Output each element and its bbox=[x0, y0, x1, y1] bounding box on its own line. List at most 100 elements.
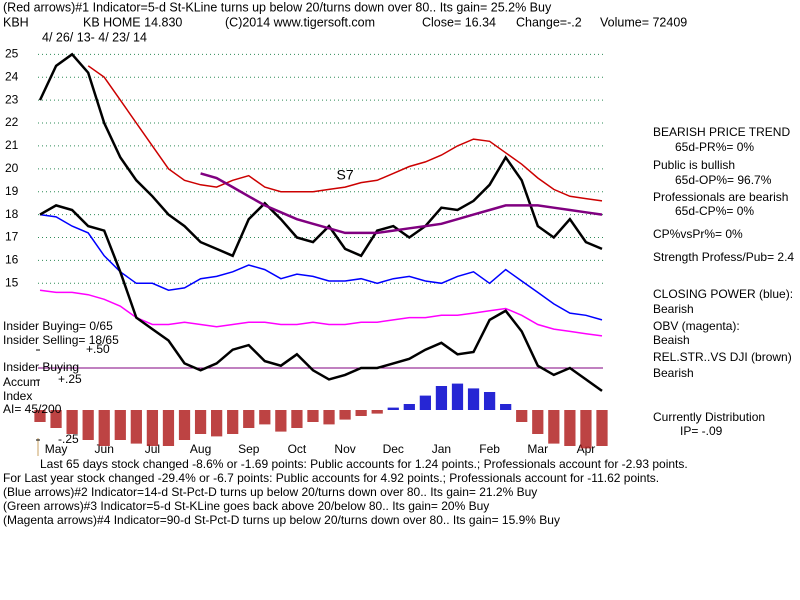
annotation: S7 bbox=[337, 166, 354, 182]
accum-bar bbox=[339, 410, 351, 420]
y-tick-label: 21 bbox=[5, 138, 19, 152]
y-tick-label: 23 bbox=[5, 92, 19, 106]
right-panel-text: 65d-CP%= 0% bbox=[675, 204, 754, 218]
y-tick-label: 22 bbox=[5, 115, 19, 129]
series-line bbox=[39, 204, 603, 392]
ticker: KBH bbox=[3, 15, 29, 29]
y-tick-label: 20 bbox=[5, 161, 19, 175]
x-tick-label: Nov bbox=[334, 442, 355, 456]
y2-tick-label: +.50 bbox=[86, 342, 110, 356]
close: Close= 16.34 bbox=[422, 15, 496, 29]
accum-bar bbox=[98, 410, 110, 446]
right-panel-text: REL.STR..VS DJI (brown) bbox=[653, 350, 792, 364]
accum-bar bbox=[596, 410, 608, 446]
accum-bar bbox=[483, 392, 496, 410]
accum-bar bbox=[307, 410, 319, 422]
accum-bar bbox=[178, 410, 191, 440]
x-tick-label: Jan bbox=[432, 442, 451, 456]
series-line bbox=[200, 172, 603, 235]
source: (C)2014 www.tigersoft.com bbox=[225, 15, 375, 29]
y-tick-label: 18 bbox=[5, 207, 19, 221]
x-tick-label: Dec bbox=[383, 442, 404, 456]
y-tick-label: 19 bbox=[5, 184, 19, 198]
accum-bar bbox=[467, 388, 480, 410]
accum-bar bbox=[194, 410, 207, 434]
accum-bar bbox=[34, 410, 46, 422]
right-panel-text: Bearish bbox=[653, 366, 694, 380]
accum-bar bbox=[500, 404, 512, 410]
accum-bar bbox=[548, 410, 560, 444]
footer-text: For Last year stock changed -29.4% or -6… bbox=[3, 471, 659, 485]
y-tick-label: 24 bbox=[5, 69, 19, 83]
series-line bbox=[39, 289, 603, 337]
accum-bar bbox=[564, 410, 576, 446]
right-panel-text: CP%vsPr%= 0% bbox=[653, 227, 743, 241]
accum-bar bbox=[227, 410, 239, 434]
header-line: (Red arrows)#1 Indicator=5-d St-KLine tu… bbox=[3, 0, 552, 14]
right-panel-text: Beaish bbox=[653, 333, 690, 347]
right-panel-text: OBV (magenta): bbox=[653, 319, 740, 333]
right-panel-text: Bearish bbox=[653, 302, 694, 316]
x-tick-label: Oct bbox=[288, 442, 307, 456]
accum-bar bbox=[146, 410, 159, 446]
series-line bbox=[38, 52, 603, 258]
accum-bar bbox=[516, 410, 528, 422]
accum-bar bbox=[403, 404, 415, 410]
right-panel-text: 65d-PR%= 0% bbox=[675, 140, 754, 154]
accum-bar bbox=[275, 410, 287, 432]
accum-bar bbox=[419, 395, 431, 410]
footer-text: (Blue arrows)#2 Indicator=14-d St-Pct-D … bbox=[3, 485, 537, 499]
change: Change=-.2 bbox=[516, 15, 582, 29]
accum-bar bbox=[355, 410, 367, 416]
x-tick-label: May bbox=[45, 442, 68, 456]
right-panel-text: Strength Profess/Pub= 2.4 bbox=[653, 250, 794, 264]
right-panel-text: Professionals are bearish bbox=[653, 190, 788, 204]
company: KB HOME 14.830 bbox=[83, 15, 182, 29]
left-panel-text: Index bbox=[3, 389, 32, 403]
accum-bar bbox=[66, 410, 78, 434]
y2-tick-label: -.25 bbox=[58, 432, 79, 446]
accum-bar bbox=[82, 410, 94, 440]
x-tick-label: Sep bbox=[238, 442, 260, 456]
right-panel-text: Public is bullish bbox=[653, 158, 735, 172]
accum-bar bbox=[162, 410, 175, 446]
y-tick-label: 15 bbox=[5, 275, 19, 289]
series-line bbox=[39, 213, 603, 321]
accum-bar bbox=[323, 410, 335, 425]
left-panel-text: Insider Buying= 0/65 bbox=[3, 319, 113, 333]
x-tick-label: Mar bbox=[527, 442, 548, 456]
right-panel-text: 65d-OP%= 96.7% bbox=[675, 173, 772, 187]
right-panel-text: Currently Distribution bbox=[653, 410, 765, 424]
accum-bar bbox=[435, 386, 448, 410]
footer-text: (Magenta arrows)#4 Indicator=90-d St-Pct… bbox=[3, 513, 560, 527]
accum-bar bbox=[114, 410, 126, 440]
y-tick-label: 25 bbox=[5, 47, 19, 61]
footer-text: Last 65 days stock changed -8.6% or -1.6… bbox=[40, 457, 688, 471]
left-panel-text: Insider Selling= 18/65 bbox=[3, 333, 119, 347]
left-panel-text: AI= 45/200 bbox=[3, 402, 62, 416]
accum-bar bbox=[532, 410, 544, 434]
volume: Volume= 72409 bbox=[600, 15, 687, 29]
accum-bar bbox=[451, 383, 464, 410]
footer-text: (Green arrows)#3 Indicator=5-d St-KLine … bbox=[3, 499, 489, 513]
x-tick-label: Aug bbox=[190, 442, 211, 456]
accum-bar bbox=[580, 410, 592, 449]
left-panel-text: Insider Buying bbox=[3, 360, 79, 374]
right-panel-text: IP= -.09 bbox=[680, 424, 723, 438]
accum-bar bbox=[291, 410, 303, 428]
accum-bar bbox=[130, 410, 142, 444]
accum-bar bbox=[259, 410, 271, 425]
accum-bar bbox=[387, 407, 399, 410]
y-tick-label: 17 bbox=[5, 230, 19, 244]
series-line bbox=[87, 65, 603, 202]
accum-bar bbox=[50, 410, 62, 428]
right-panel-text: CLOSING POWER (blue): bbox=[653, 287, 793, 301]
date-range: 4/ 26/ 13- 4/ 23/ 14 bbox=[42, 30, 147, 44]
y-tick-label: 16 bbox=[5, 253, 19, 267]
accum-bar bbox=[211, 410, 223, 437]
right-panel-text: BEARISH PRICE TREND bbox=[653, 125, 790, 139]
y2-tick-label: +.25 bbox=[58, 372, 82, 386]
left-panel-text: Accum bbox=[3, 375, 40, 389]
